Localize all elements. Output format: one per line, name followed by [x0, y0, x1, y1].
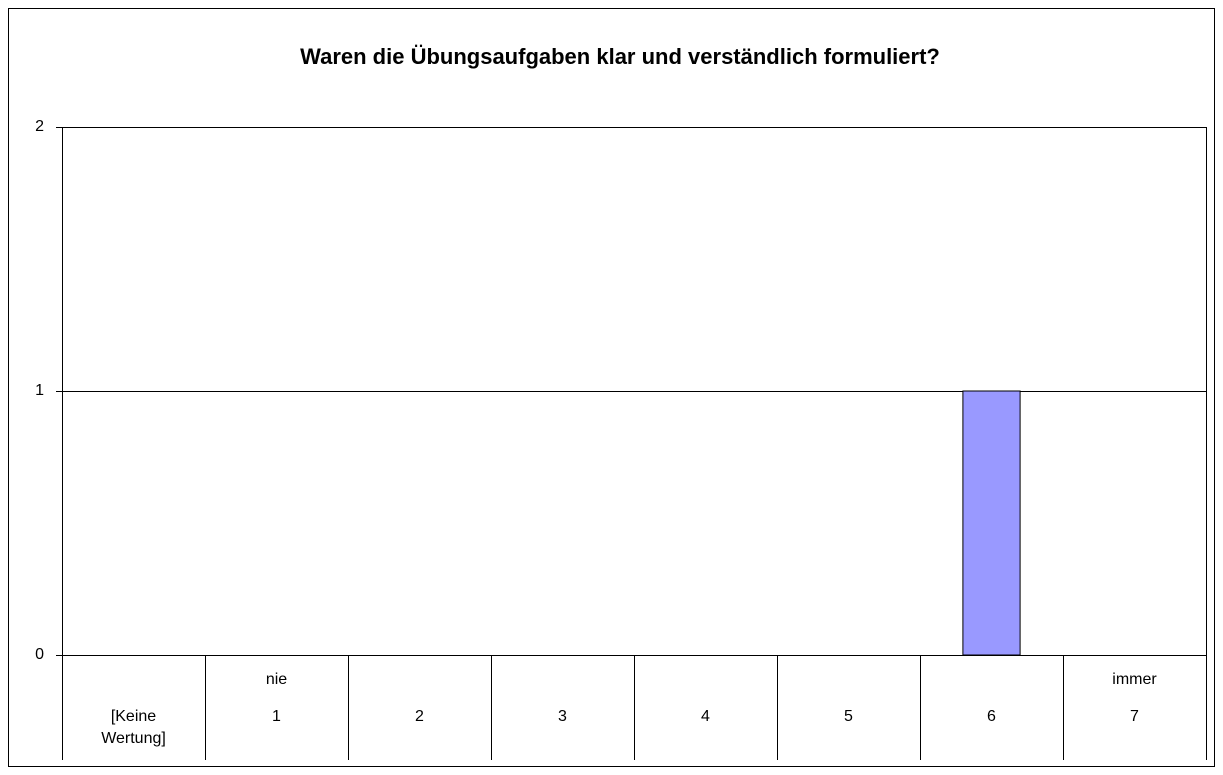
x-tick-label: [Keine Wertung]: [101, 708, 166, 747]
y-tick-label: 1: [35, 382, 44, 399]
x-tick-label: nie: [265, 671, 288, 688]
y-tick-label: 0: [35, 646, 44, 663]
chart-border: [8, 8, 1215, 767]
x-tick-label: 2: [415, 708, 424, 725]
x-tick-label: 5: [844, 708, 853, 725]
x-tick-label: 3: [558, 708, 567, 725]
x-tick-label: 1: [272, 708, 281, 725]
y-tick-label: 2: [35, 118, 44, 135]
bar: [962, 390, 1021, 656]
x-tick-label: 6: [987, 708, 996, 725]
x-tick-label: 4: [701, 708, 710, 725]
x-tick-label: 7: [1130, 708, 1139, 725]
chart-title: Waren die Übungsaufgaben klar und verstä…: [300, 44, 940, 69]
x-tick-label: immer: [1112, 671, 1157, 688]
